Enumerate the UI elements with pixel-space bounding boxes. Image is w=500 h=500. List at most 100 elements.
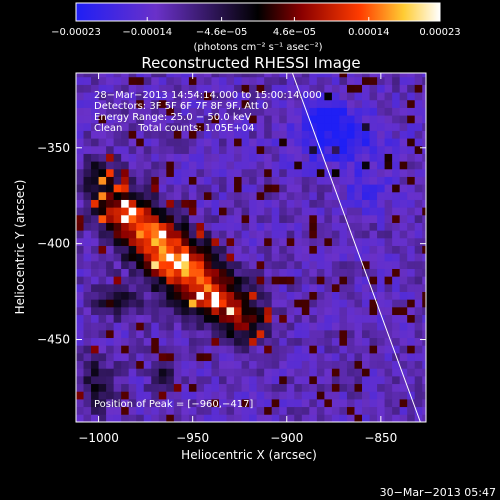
heatmap-cell — [346, 245, 355, 254]
heatmap-cell — [369, 168, 378, 177]
heatmap-cell — [76, 375, 84, 385]
heatmap-cell — [414, 184, 423, 193]
heatmap-cell — [392, 184, 401, 193]
heatmap-cell — [324, 122, 333, 131]
heatmap-cell — [98, 375, 107, 385]
heatmap-cell — [414, 76, 423, 85]
heatmap-cell — [83, 398, 92, 408]
heatmap-cell — [309, 345, 318, 354]
heatmap-cell — [377, 276, 386, 285]
heatmap-cell — [196, 260, 205, 269]
heatmap-cell — [234, 207, 242, 216]
heatmap-cell — [203, 130, 212, 139]
heatmap-cell — [181, 92, 190, 101]
heatmap-cell — [399, 153, 408, 162]
heatmap-cell — [407, 176, 416, 185]
heatmap-cell — [136, 153, 145, 162]
heatmap-cell — [316, 222, 325, 231]
heatmap-cell — [76, 222, 84, 231]
heatmap-cell — [211, 168, 220, 177]
heatmap-cell — [188, 122, 197, 131]
heatmap-cell — [226, 276, 235, 285]
heatmap-cell — [392, 345, 401, 354]
heatmap-cell — [121, 299, 130, 308]
heatmap-cell — [173, 345, 182, 354]
heatmap-cell — [249, 414, 258, 422]
heatmap-cell — [158, 268, 167, 277]
heatmap-cell — [279, 107, 288, 116]
heatmap-cell — [83, 291, 92, 300]
heatmap-cell — [256, 245, 265, 254]
heatmap-cell — [362, 391, 370, 400]
heatmap-cell — [377, 352, 386, 362]
heatmap-cell — [151, 360, 160, 369]
heatmap-cell — [143, 375, 152, 385]
heatmap-cell — [76, 337, 84, 346]
heatmap-cell — [392, 291, 401, 300]
heatmap-cell — [83, 153, 92, 162]
heatmap-cell — [113, 383, 122, 392]
heatmap-cell — [422, 115, 426, 124]
heatmap-cell — [301, 115, 310, 124]
heatmap-cell — [264, 122, 273, 131]
heatmap-cell — [407, 214, 416, 223]
heatmap-cell — [234, 199, 242, 208]
heatmap-cell — [249, 191, 258, 200]
heatmap-cell — [98, 84, 107, 93]
heatmap-cell — [354, 299, 363, 308]
heatmap-cell — [392, 99, 401, 108]
heatmap-cell — [362, 329, 370, 339]
heatmap-cell — [234, 145, 242, 154]
heatmap-cell — [121, 253, 130, 262]
heatmap-cell — [76, 73, 84, 78]
heatmap-cell — [286, 368, 295, 377]
heatmap-cell — [173, 122, 182, 131]
heatmap-cell — [76, 76, 84, 85]
heatmap-cell — [264, 115, 273, 124]
heatmap-cell — [422, 130, 426, 139]
heatmap-cell — [83, 329, 92, 339]
heatmap-cell — [91, 283, 99, 292]
heatmap-cell — [369, 360, 378, 369]
heatmap-cell — [98, 383, 107, 392]
heatmap-cell — [264, 199, 273, 208]
heatmap-cell — [196, 73, 205, 78]
heatmap-cell — [203, 291, 212, 300]
heatmap-cell — [241, 352, 250, 362]
heatmap-cell — [113, 230, 122, 239]
heatmap-cell — [166, 168, 175, 177]
heatmap-cell — [158, 145, 167, 154]
heatmap-cell — [203, 199, 212, 208]
heatmap-cell — [369, 306, 378, 316]
heatmap-cell — [249, 299, 258, 308]
heatmap-cell — [136, 184, 145, 193]
heatmap-cell — [188, 99, 197, 108]
heatmap-cell — [249, 391, 258, 400]
heatmap-cell — [98, 306, 107, 316]
heatmap-cell — [98, 122, 107, 131]
heatmap-cell — [286, 122, 295, 131]
heatmap-cell — [384, 237, 393, 246]
heatmap-cell — [316, 214, 325, 223]
heatmap-cell — [166, 406, 175, 415]
heatmap-cell — [331, 322, 340, 331]
heatmap-cell — [331, 253, 340, 262]
heatmap-cell — [384, 383, 393, 392]
heatmap-cell — [377, 291, 386, 300]
heatmap-cell — [399, 191, 408, 200]
heatmap-cell — [346, 130, 355, 139]
heatmap-cell — [203, 314, 212, 323]
heatmap-cell — [339, 260, 348, 269]
heatmap-cell — [294, 245, 303, 254]
heatmap-cell — [294, 222, 303, 231]
heatmap-cell — [91, 375, 99, 385]
heatmap-cell — [301, 360, 310, 369]
heatmap-cell — [128, 253, 137, 262]
heatmap-cell — [392, 260, 401, 269]
heatmap-cell — [384, 161, 393, 170]
heatmap-cell — [241, 322, 250, 331]
heatmap-cell — [384, 138, 393, 147]
heatmap-cell — [98, 73, 107, 78]
heatmap-cell — [286, 222, 295, 231]
heatmap-cell — [286, 207, 295, 216]
